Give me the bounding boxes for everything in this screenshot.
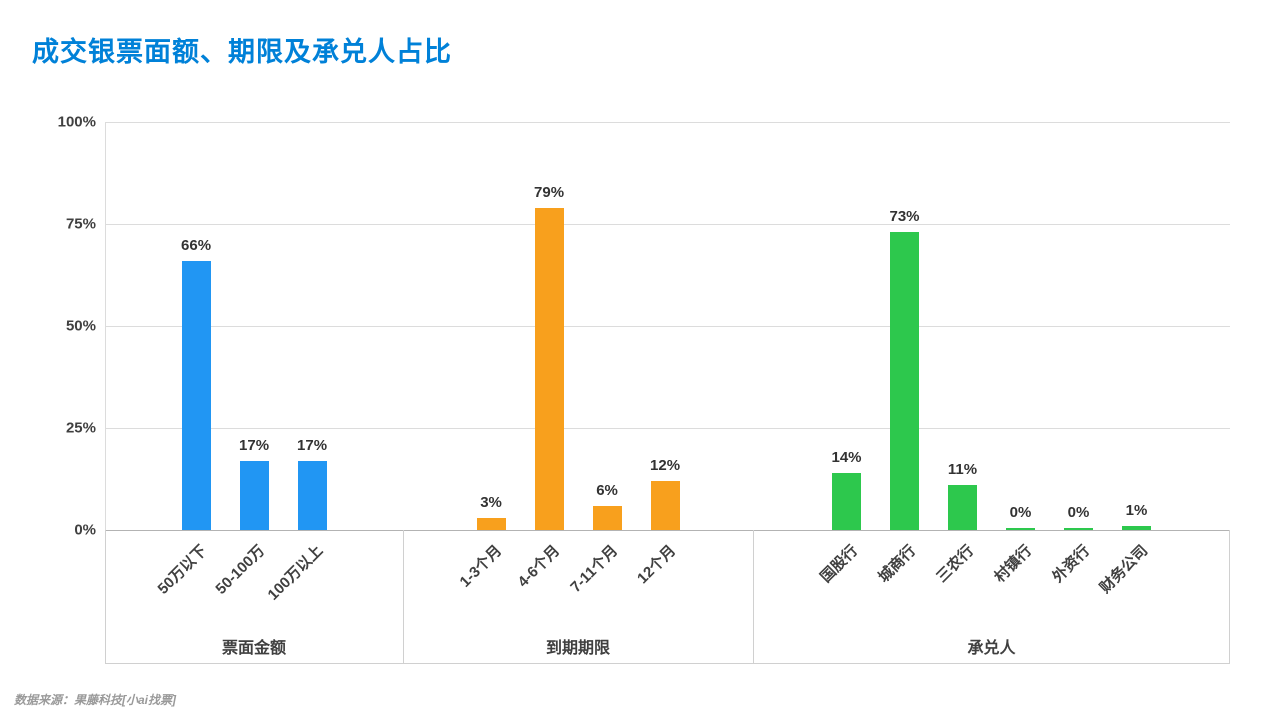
bar-外资行[interactable] (1064, 528, 1093, 530)
bar-slot: 0% 外资行 (1049, 122, 1108, 586)
value-label: 14% (831, 448, 862, 466)
value-label: 17% (297, 436, 328, 454)
page-title: 成交银票面额、期限及承兑人占比 (32, 37, 452, 67)
y-tick-label: 25% (65, 419, 96, 437)
bar-50-100万[interactable] (239, 460, 269, 530)
axis-bottom-line (105, 663, 1230, 664)
group-separator (403, 530, 405, 664)
y-axis: 0% 25% 50% 75% 100% (28, 114, 96, 539)
x-axis-baseline (105, 530, 1230, 531)
bar-12个月[interactable] (650, 481, 680, 530)
gridline (105, 326, 1230, 327)
value-label: 0% (1009, 504, 1032, 521)
bar-slot: 17% 100万以上 (265, 122, 341, 604)
bar-slot: 66% 50万以下 (155, 122, 225, 598)
value-label: 11% (947, 461, 978, 479)
bar-slot: 6% 7-11个月 (567, 122, 636, 596)
bar-财务公司[interactable] (1122, 525, 1151, 530)
bars-row: 14% 国股行 73% 城商行 11% 三农行 0% 村镇行 0% 外资行 1% 财务公司 (753, 122, 1230, 597)
bar-slot: 73% 城商行 (875, 122, 934, 586)
bar-三农行[interactable] (948, 485, 977, 530)
bar-group-2: 3% 1-3个月 79% 4-6个月 6% 7-11个月 12% 12个月到期期限 (403, 122, 753, 664)
bar-slot: 12% 12个月 (634, 122, 694, 587)
y-tick-label: 75% (65, 215, 96, 233)
value-label: 1% (1125, 501, 1148, 519)
bar-slot: 1% 财务公司 (1096, 122, 1166, 597)
value-label: 66% (181, 236, 212, 254)
bar-slot: 11% 三农行 (933, 122, 992, 586)
value-label: 79% (534, 183, 565, 201)
y-tick-label: 50% (65, 317, 96, 335)
group-axis-label: 票面金额 (222, 640, 287, 657)
bar-7-11个月[interactable] (592, 505, 622, 530)
bar-slot: 3% 1-3个月 (457, 122, 520, 591)
group-separator (1229, 530, 1230, 664)
bar-group-3: 14% 国股行 73% 城商行 11% 三农行 0% 村镇行 0% 外资行 1% 财务公司承兑人 (753, 122, 1230, 664)
bar-国股行[interactable] (832, 472, 861, 530)
gridline (105, 428, 1230, 429)
group-axis-label: 到期期限 (546, 640, 611, 657)
bar-slot: 14% 国股行 (817, 122, 876, 586)
value-label: 12% (650, 457, 681, 475)
bar-slot: 0% 村镇行 (991, 122, 1050, 586)
plot-area: 66% 50万以下 17% 50-100万 17% 100万以上 票面金额 3% 1-3个月 79… (105, 122, 1230, 664)
value-label: 6% (596, 481, 618, 499)
data-source-note: 数据来源：果藤科技[小ai找票] (14, 693, 177, 707)
bar-group-1: 66% 50万以下 17% 50-100万 17% 100万以上票面金额 (105, 122, 403, 664)
y-tick-label: 0% (74, 521, 96, 539)
gridline (105, 224, 1230, 225)
value-label: 0% (1067, 504, 1090, 521)
group-separator (753, 530, 754, 664)
bar-slot: 79% 4-6个月 (515, 122, 578, 591)
bar-50万以下[interactable] (181, 260, 211, 530)
gridline (105, 122, 1230, 123)
group-axis-label: 承兑人 (967, 640, 1016, 657)
y-tick-label: 100% (57, 113, 96, 131)
bar-村镇行[interactable] (1006, 528, 1035, 530)
bar-4-6个月[interactable] (534, 207, 564, 530)
bars-row: 3% 1-3个月 79% 4-6个月 6% 7-11个月 12% 12个月 (403, 122, 753, 596)
group-separator (105, 530, 106, 664)
value-label: 3% (480, 493, 502, 511)
bars-row: 66% 50万以下 17% 50-100万 17% 100万以上 (105, 122, 403, 604)
bar-1-3个月[interactable] (476, 517, 506, 530)
bar-slot: 17% 50-100万 (213, 122, 283, 598)
bar-100万以上[interactable] (297, 460, 327, 530)
bar-城商行[interactable] (890, 232, 919, 530)
value-label: 17% (239, 436, 270, 454)
value-label: 73% (889, 208, 920, 226)
